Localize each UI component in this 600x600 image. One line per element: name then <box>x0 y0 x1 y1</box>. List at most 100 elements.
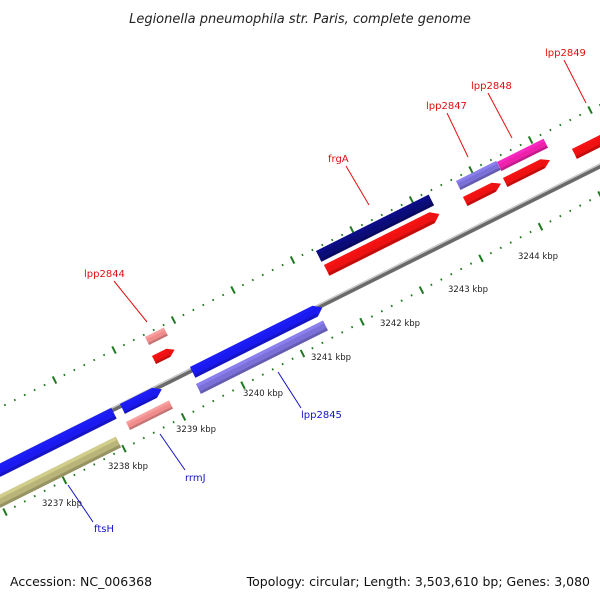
minor-tick <box>261 373 264 376</box>
minor-tick <box>162 323 165 327</box>
major-tick <box>2 507 8 517</box>
minor-tick <box>182 313 185 317</box>
leader-line <box>67 484 94 523</box>
minor-tick <box>321 243 324 247</box>
gene-label-lpp2845: lpp2845 <box>301 410 342 421</box>
scale-label: 3242 kbp <box>380 319 420 329</box>
major-tick <box>597 190 600 198</box>
leader-line <box>277 371 302 409</box>
major-tick <box>170 315 177 325</box>
minor-tick <box>519 236 522 239</box>
minor-tick <box>331 238 334 242</box>
minor-tick <box>112 452 116 456</box>
minor-tick <box>152 328 155 332</box>
minor-tick <box>450 178 453 182</box>
minor-tick <box>311 248 314 252</box>
minor-tick <box>93 463 96 466</box>
minor-tick <box>53 484 56 487</box>
minor-tick <box>559 123 562 127</box>
minor-tick <box>3 403 7 407</box>
map-title: Legionella pneumophila str. Paris, compl… <box>129 12 471 27</box>
minor-tick <box>440 278 443 281</box>
minor-tick <box>440 183 443 187</box>
minor-tick <box>102 353 106 357</box>
minor-tick <box>241 283 245 287</box>
olive-bar <box>0 436 122 508</box>
scale-label: 3237 kbp <box>42 499 82 509</box>
leader-line <box>563 59 587 104</box>
minor-tick <box>390 304 393 308</box>
minor-tick <box>370 315 374 318</box>
minor-tick <box>73 368 76 372</box>
gene-label-lpp2848: lpp2848 <box>471 81 512 92</box>
minor-tick <box>549 220 552 223</box>
minor-tick <box>380 309 383 313</box>
leader-line <box>113 280 148 323</box>
minor-tick <box>579 113 582 117</box>
scale-label: 3244 kbp <box>518 252 558 262</box>
minor-tick <box>93 358 96 362</box>
minor-tick <box>222 394 225 398</box>
ftsH-gene <box>0 407 117 477</box>
minor-tick <box>450 272 453 276</box>
minor-tick <box>33 494 36 498</box>
minor-tick <box>509 241 512 244</box>
scale-label: 3243 kbp <box>448 285 488 295</box>
minor-tick <box>479 163 483 167</box>
feature-layer <box>0 134 600 508</box>
minor-tick <box>231 389 235 392</box>
minor-tick <box>380 213 383 217</box>
major-tick <box>527 135 534 145</box>
minor-tick <box>202 303 205 307</box>
minor-tick <box>499 246 502 250</box>
minor-tick <box>132 338 136 342</box>
major-tick <box>61 476 68 485</box>
minor-tick <box>350 325 354 329</box>
lpp2845-gene <box>190 305 323 378</box>
minor-tick <box>103 457 106 461</box>
minor-tick <box>281 362 284 366</box>
lpp2844-gene <box>152 348 175 365</box>
minor-tick <box>341 331 344 334</box>
minor-tick <box>489 158 493 162</box>
lpp2848-cds <box>497 138 548 171</box>
major-tick <box>478 254 484 263</box>
minor-tick <box>132 442 136 445</box>
minor-tick <box>400 203 403 207</box>
minor-tick <box>459 173 463 177</box>
rrmJ-gene <box>120 387 162 414</box>
lpp2848-gene <box>503 159 550 187</box>
minor-tick <box>430 283 433 287</box>
minor-tick <box>172 420 175 424</box>
minor-tick <box>321 341 324 345</box>
leader-line <box>487 92 513 139</box>
lpp2847-gene <box>463 182 502 206</box>
minor-tick <box>192 308 195 312</box>
scale-label: 3239 kbp <box>176 425 216 435</box>
minor-tick <box>311 346 314 350</box>
lpp2849-gene <box>572 134 600 159</box>
minor-tick <box>13 398 16 402</box>
minor-tick <box>73 473 76 477</box>
major-tick <box>587 105 593 115</box>
major-tick <box>289 255 296 265</box>
minor-tick <box>152 431 155 435</box>
gene-label-lpp2849: lpp2849 <box>545 48 586 59</box>
minor-tick <box>192 410 195 413</box>
major-tick <box>468 165 474 175</box>
major-tick <box>230 285 236 295</box>
scale-label: 3241 kbp <box>311 353 351 363</box>
minor-tick <box>271 368 274 371</box>
major-tick <box>121 444 127 453</box>
minor-tick <box>569 118 572 122</box>
minor-tick <box>212 399 215 403</box>
minor-tick <box>221 293 225 297</box>
major-tick <box>180 412 187 421</box>
minor-tick <box>569 209 572 213</box>
minor-tick <box>370 218 374 222</box>
minor-tick <box>390 208 393 212</box>
minor-tick <box>509 148 512 152</box>
lpp2845-cds <box>196 320 328 394</box>
gene-label-lpp2847: lpp2847 <box>426 101 467 112</box>
ruler-labels: 3237 kbp 3238 kbp 3239 kbp 3240 kbp 3241 kbp… <box>42 252 558 509</box>
